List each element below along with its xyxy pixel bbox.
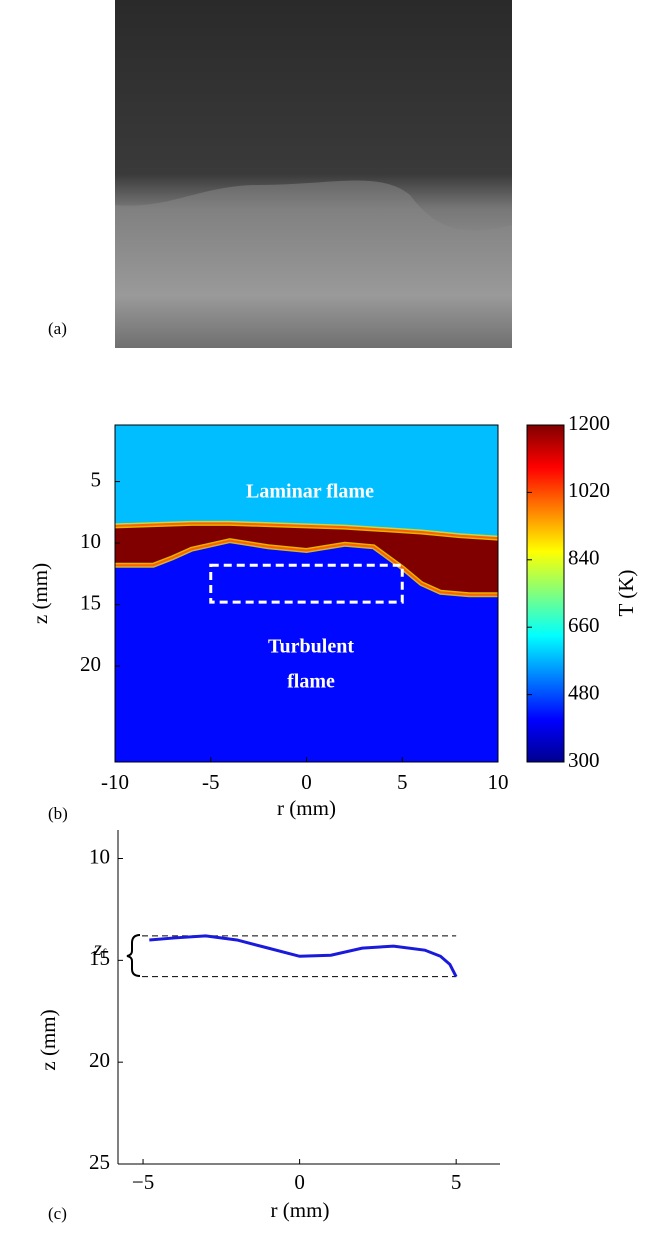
flame-front <box>114 522 499 540</box>
heat-region <box>115 425 498 539</box>
colorbar-tick-label: 840 <box>568 546 600 570</box>
x-tick-label: −5 <box>132 1170 154 1194</box>
colorbar-tick-label: 1200 <box>568 411 610 435</box>
photo-flame <box>115 180 512 348</box>
colorbar-tick-label: 300 <box>568 748 600 772</box>
colorbar <box>526 424 565 763</box>
annotation: flame <box>287 671 335 693</box>
y-tick-label: 25 <box>89 1150 110 1174</box>
heat-region <box>115 523 498 595</box>
zf-main: z <box>93 936 102 960</box>
x-tick-label: 5 <box>451 1170 462 1194</box>
zf-sub: f <box>102 947 107 962</box>
flame-front <box>115 539 498 596</box>
colorbar-tick-label: 660 <box>568 613 600 637</box>
y-tick-label: 10 <box>89 844 110 868</box>
y-tick-label: 15 <box>80 590 101 614</box>
x-tick-label: 0 <box>294 1170 305 1194</box>
x-tick-label: 10 <box>488 770 509 794</box>
x-tick-label: -5 <box>202 770 220 794</box>
x-tick-label: -10 <box>101 770 129 794</box>
y-axis-label: z (mm) <box>36 1009 60 1070</box>
flame-front-line <box>149 934 458 978</box>
zf-label: zf <box>93 936 107 962</box>
y-tick-label: 20 <box>89 1048 110 1072</box>
y-tick-label: 15 <box>89 946 110 970</box>
y-tick-label: 10 <box>80 529 101 553</box>
panel-label: (b) <box>48 804 68 823</box>
y-tick-label: 5 <box>91 467 102 491</box>
colorbar-tick-label: 1020 <box>568 478 610 502</box>
annotation: Laminar flame <box>246 481 374 503</box>
panel-label: (a) <box>48 319 67 338</box>
y-axis-label: z (mm) <box>28 563 52 624</box>
dashed-box <box>209 563 404 604</box>
x-tick-label: 0 <box>301 770 312 794</box>
x-tick-label: 5 <box>397 770 408 794</box>
x-axis-label: r (mm) <box>277 796 336 820</box>
colorbar-tick-label: 480 <box>568 680 600 704</box>
panel-label: (c) <box>48 1204 67 1223</box>
y-tick-label: 20 <box>80 652 101 676</box>
x-axis-label: r (mm) <box>271 1198 330 1222</box>
brace <box>126 934 141 977</box>
colorbar-label: T (K) <box>614 570 638 617</box>
annotation: Turbulent <box>268 636 354 658</box>
